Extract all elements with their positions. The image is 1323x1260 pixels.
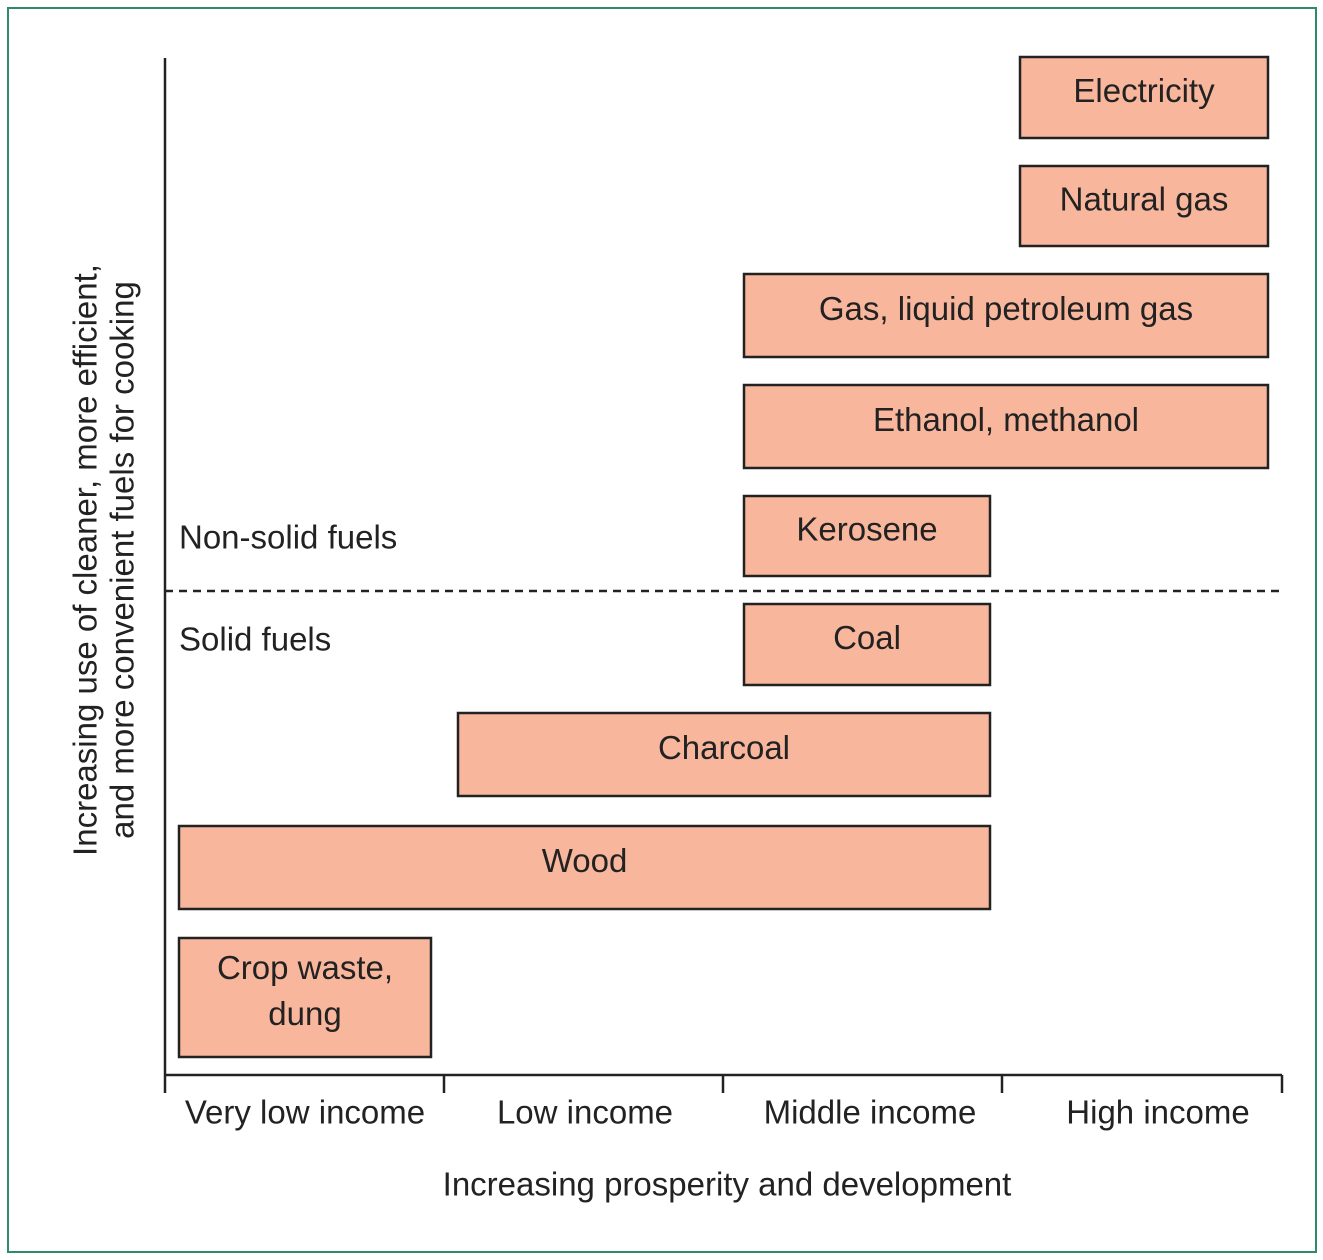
y-title-line: Increasing use of cleaner, more efficien… — [67, 264, 104, 856]
fuel-box — [742, 383, 1270, 470]
fuel-label: Gas, liquid petroleum gas — [819, 290, 1193, 327]
fuel-label: Ethanol, methanol — [873, 401, 1139, 438]
fuel-label: Charcoal — [658, 729, 790, 766]
fuel-box — [742, 494, 992, 578]
fuel-label: dung — [268, 995, 341, 1032]
fuel-label: Crop waste, — [217, 949, 393, 986]
x-category: Middle income — [764, 1094, 977, 1131]
fuel-box — [1018, 164, 1270, 248]
y-axis-title: Increasing use of cleaner, more efficien… — [67, 264, 141, 856]
fuel-box — [1018, 55, 1270, 140]
fuel-label: Coal — [833, 619, 901, 656]
x-axis-title: Increasing prosperity and development — [443, 1166, 1012, 1203]
fuel-box — [177, 936, 433, 1059]
fuel-label: Wood — [542, 842, 628, 879]
fuel-box — [456, 711, 992, 798]
x-ticks — [163, 1075, 1284, 1093]
fuel-label: Electricity — [1073, 72, 1215, 109]
region-label: Solid fuels — [179, 621, 331, 658]
y-title-line: and more convenient fuels for cooking — [104, 281, 141, 839]
fuel-box — [742, 602, 992, 687]
fuel-label: Natural gas — [1060, 181, 1229, 218]
x-category: High income — [1066, 1094, 1249, 1131]
fuel-label: Kerosene — [796, 511, 937, 548]
fuel-box — [177, 824, 992, 911]
fuel-box — [742, 272, 1270, 359]
frame — [7, 7, 1317, 1253]
region-label: Non-solid fuels — [179, 519, 397, 556]
x-category: Very low income — [185, 1094, 425, 1131]
x-category: Low income — [497, 1094, 673, 1131]
